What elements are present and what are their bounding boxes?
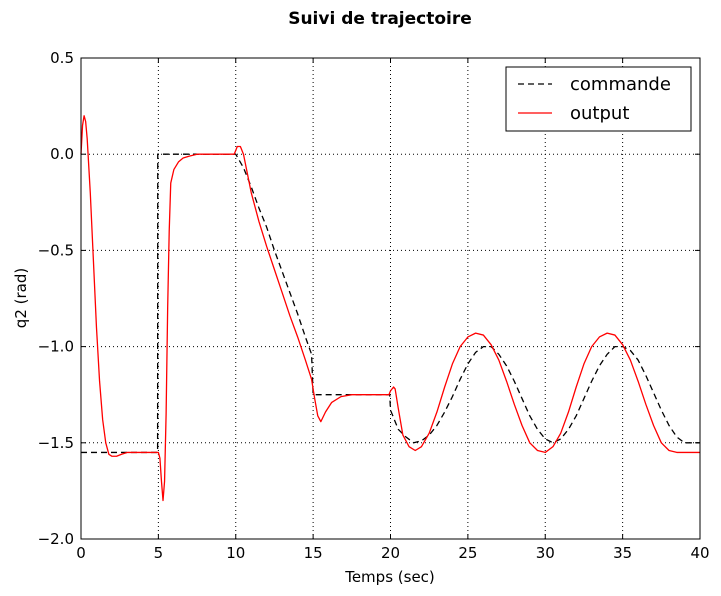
legend-label-output: output [570,103,629,124]
x-tick-label-3: 15 [304,544,323,562]
x-axis-label: Temps (sec) [344,568,435,586]
x-axis-ticks: 0 5 10 15 20 25 30 35 40 [76,58,710,562]
grid [81,58,700,539]
x-tick-label-8: 40 [690,544,709,562]
x-tick-label-5: 25 [458,544,477,562]
y-tick-label-0: −2.0 [38,530,74,548]
y-axis-label: q2 (rad) [12,268,30,328]
chart-title: Suivi de trajectoire [288,9,472,29]
x-tick-label-0: 0 [76,544,86,562]
legend: commande output [505,66,692,132]
x-tick-label-6: 30 [536,544,555,562]
y-tick-label-4: 0.0 [50,145,74,163]
legend-box [505,66,692,132]
series-line-output [80,115,700,502]
y-tick-label-5: 0.5 [50,49,74,67]
y-tick-label-1: −1.5 [38,434,74,452]
x-tick-label-7: 35 [613,544,632,562]
legend-label-commande: commande [570,74,671,95]
series-layer [80,115,700,502]
y-tick-label-2: −1.0 [38,338,74,356]
x-tick-label-1: 5 [154,544,164,562]
y-tick-label-3: −0.5 [38,241,74,259]
x-tick-label-4: 20 [381,544,400,562]
x-tick-label-2: 10 [226,544,245,562]
y-axis-ticks: −2.0 −1.5 −1.0 −0.5 0.0 0.5 [38,49,700,548]
